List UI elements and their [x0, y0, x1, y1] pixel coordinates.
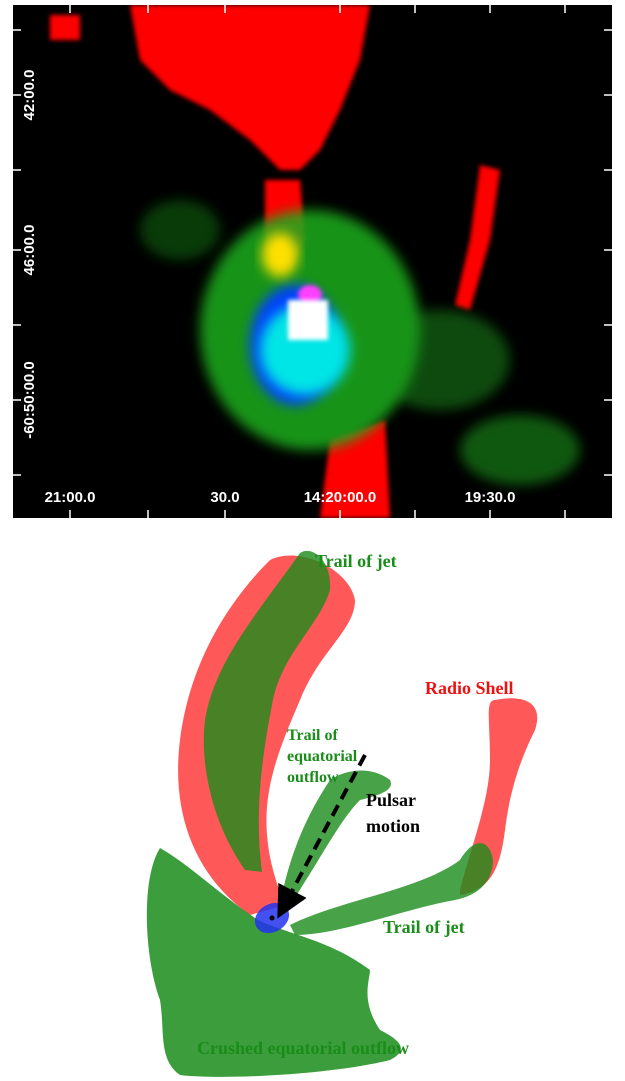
label: Trail of jet — [383, 917, 465, 937]
y-axis-label: -60:50:00.0 — [21, 361, 38, 439]
label: motion — [366, 816, 420, 836]
image-panel: 42:00.0 46:00.0 -60:50:00.0 21:00.0 30.0… — [13, 5, 612, 518]
pulsar-dot — [270, 916, 275, 921]
label: Trail of — [287, 727, 338, 744]
x-axis-label: 30.0 — [210, 489, 239, 506]
label: Crushed equatorial outflow — [197, 1038, 409, 1058]
x-axis-label: 21:00.0 — [45, 489, 96, 506]
label: Pulsar — [366, 790, 416, 810]
figure: 42:00.0 46:00.0 -60:50:00.0 21:00.0 30.0… — [0, 0, 625, 1081]
x-axis-label: 19:30.0 — [465, 489, 516, 506]
x-axis-label: 14:20:00.0 — [304, 489, 377, 506]
label: outflow — [287, 769, 339, 786]
label: Radio Shell — [425, 678, 514, 698]
label: equatorial — [287, 748, 358, 765]
schematic: Trail of jet Radio Shell Trail of equato… — [147, 551, 537, 1077]
y-axis-label: 42:00.0 — [21, 70, 38, 121]
label: Trail of jet — [315, 551, 397, 571]
y-axis-label: 46:00.0 — [21, 225, 38, 276]
